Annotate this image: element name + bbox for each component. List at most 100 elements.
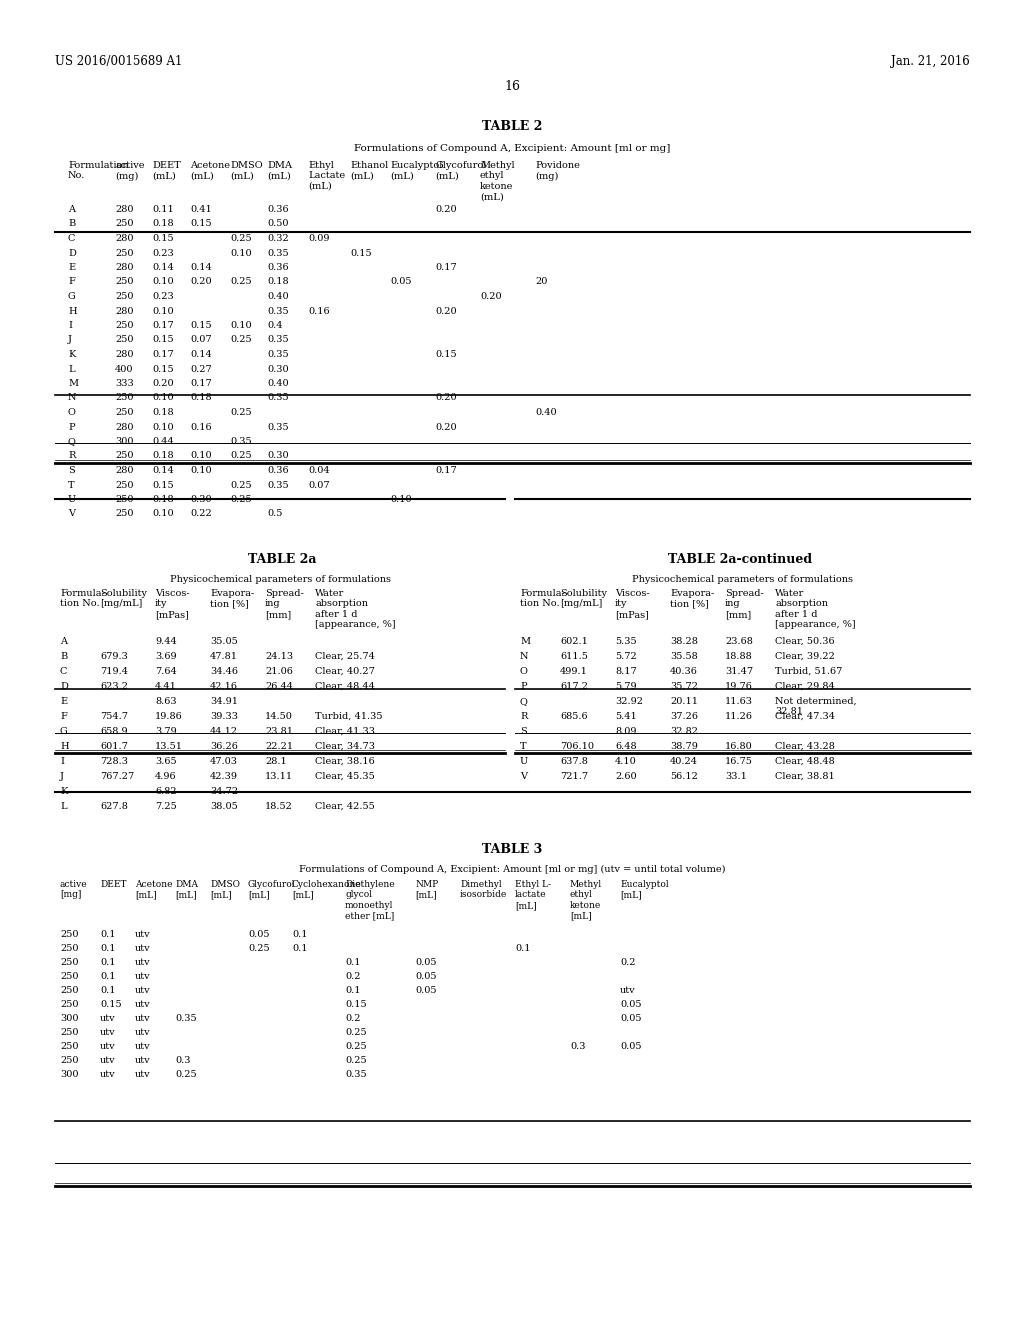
Text: Not determined,
32.81: Not determined, 32.81 [775, 697, 857, 717]
Text: 685.6: 685.6 [560, 711, 588, 721]
Text: 0.35: 0.35 [267, 306, 289, 315]
Text: V: V [68, 510, 75, 519]
Text: 0.18: 0.18 [267, 277, 289, 286]
Text: Methyl
ethyl
ketone
[mL]: Methyl ethyl ketone [mL] [570, 880, 602, 920]
Text: 719.4: 719.4 [100, 667, 128, 676]
Text: 3.65: 3.65 [155, 756, 176, 766]
Text: 0.14: 0.14 [152, 466, 174, 475]
Text: Turbid, 51.67: Turbid, 51.67 [775, 667, 843, 676]
Text: 0.40: 0.40 [267, 379, 289, 388]
Text: U: U [520, 756, 528, 766]
Text: 42.16: 42.16 [210, 682, 238, 690]
Text: R: R [68, 451, 76, 461]
Text: 0.35: 0.35 [175, 1014, 197, 1023]
Text: Clear, 48.48: Clear, 48.48 [775, 756, 835, 766]
Text: 250: 250 [115, 510, 133, 519]
Text: Formula-
tion No.: Formula- tion No. [60, 589, 104, 609]
Text: 617.2: 617.2 [560, 682, 588, 690]
Text: I: I [68, 321, 72, 330]
Text: 280: 280 [115, 466, 133, 475]
Text: 6.48: 6.48 [615, 742, 637, 751]
Text: Acetone
(mL): Acetone (mL) [190, 161, 230, 181]
Text: 0.30: 0.30 [190, 495, 212, 504]
Text: 0.20: 0.20 [435, 306, 457, 315]
Text: F: F [60, 711, 67, 721]
Text: Solubility
[mg/mL]: Solubility [mg/mL] [100, 589, 147, 609]
Text: 250: 250 [60, 931, 79, 939]
Text: B: B [68, 219, 75, 228]
Text: Ethyl
Lactate
(mL): Ethyl Lactate (mL) [308, 161, 345, 191]
Text: 0.25: 0.25 [230, 408, 252, 417]
Text: 0.18: 0.18 [152, 408, 174, 417]
Text: 3.79: 3.79 [155, 727, 177, 737]
Text: DMA
[mL]: DMA [mL] [175, 880, 198, 899]
Text: Acetone
[mL]: Acetone [mL] [135, 880, 172, 899]
Text: Glycofurol
(mL): Glycofurol (mL) [435, 161, 486, 181]
Text: DMA
(mL): DMA (mL) [267, 161, 292, 181]
Text: 0.15: 0.15 [152, 364, 174, 374]
Text: 0.10: 0.10 [152, 306, 174, 315]
Text: 6.82: 6.82 [155, 787, 176, 796]
Text: 44.12: 44.12 [210, 727, 239, 737]
Text: 0.41: 0.41 [190, 205, 212, 214]
Text: 0.22: 0.22 [190, 510, 212, 519]
Text: 34.91: 34.91 [210, 697, 238, 706]
Text: 333: 333 [115, 379, 134, 388]
Text: 250: 250 [60, 972, 79, 981]
Text: 679.3: 679.3 [100, 652, 128, 661]
Text: 0.1: 0.1 [292, 931, 307, 939]
Text: M: M [520, 638, 530, 645]
Text: Clear, 48.44: Clear, 48.44 [315, 682, 375, 690]
Text: J: J [60, 772, 63, 781]
Text: 0.15: 0.15 [152, 335, 174, 345]
Text: 250: 250 [115, 408, 133, 417]
Text: 0.07: 0.07 [190, 335, 212, 345]
Text: 0.09: 0.09 [308, 234, 330, 243]
Text: H: H [60, 742, 69, 751]
Text: 601.7: 601.7 [100, 742, 128, 751]
Text: TABLE 2a-continued: TABLE 2a-continued [668, 553, 812, 566]
Text: 20.11: 20.11 [670, 697, 698, 706]
Text: 250: 250 [115, 219, 133, 228]
Text: Methyl
ethyl
ketone
(mL): Methyl ethyl ketone (mL) [480, 161, 515, 201]
Text: 0.20: 0.20 [435, 393, 457, 403]
Text: 250: 250 [115, 480, 133, 490]
Text: 300: 300 [60, 1014, 79, 1023]
Text: 0.35: 0.35 [230, 437, 252, 446]
Text: 38.05: 38.05 [210, 803, 238, 810]
Text: 20: 20 [535, 277, 548, 286]
Text: 0.2: 0.2 [345, 972, 360, 981]
Text: 658.9: 658.9 [100, 727, 128, 737]
Text: Turbid, 41.35: Turbid, 41.35 [315, 711, 383, 721]
Text: 18.88: 18.88 [725, 652, 753, 661]
Text: utv: utv [135, 1014, 151, 1023]
Text: 623.2: 623.2 [100, 682, 128, 690]
Text: 0.1: 0.1 [100, 944, 116, 953]
Text: 0.23: 0.23 [152, 292, 174, 301]
Text: 0.10: 0.10 [152, 393, 174, 403]
Text: 16.75: 16.75 [725, 756, 753, 766]
Text: Diethylene
glycol
monoethyl
ether [mL]: Diethylene glycol monoethyl ether [mL] [345, 880, 394, 920]
Text: Povidone
(mg): Povidone (mg) [535, 161, 580, 181]
Text: D: D [60, 682, 68, 690]
Text: L: L [68, 364, 75, 374]
Text: 280: 280 [115, 205, 133, 214]
Text: O: O [68, 408, 76, 417]
Text: Formulations of Compound A, Excipient: Amount [ml or mg]: Formulations of Compound A, Excipient: A… [354, 144, 670, 153]
Text: 0.15: 0.15 [152, 234, 174, 243]
Text: 0.1: 0.1 [345, 986, 360, 995]
Text: 0.4: 0.4 [267, 321, 283, 330]
Text: 611.5: 611.5 [560, 652, 588, 661]
Text: 250: 250 [60, 944, 79, 953]
Text: TABLE 2: TABLE 2 [482, 120, 542, 133]
Text: utv: utv [100, 1014, 116, 1023]
Text: 39.33: 39.33 [210, 711, 238, 721]
Text: 0.15: 0.15 [190, 321, 212, 330]
Text: 250: 250 [115, 451, 133, 461]
Text: Cyclohexanone
[mL]: Cyclohexanone [mL] [292, 880, 361, 899]
Text: utv: utv [135, 944, 151, 953]
Text: 0.25: 0.25 [230, 277, 252, 286]
Text: 0.40: 0.40 [535, 408, 557, 417]
Text: DEET: DEET [100, 880, 127, 888]
Text: 0.35: 0.35 [267, 422, 289, 432]
